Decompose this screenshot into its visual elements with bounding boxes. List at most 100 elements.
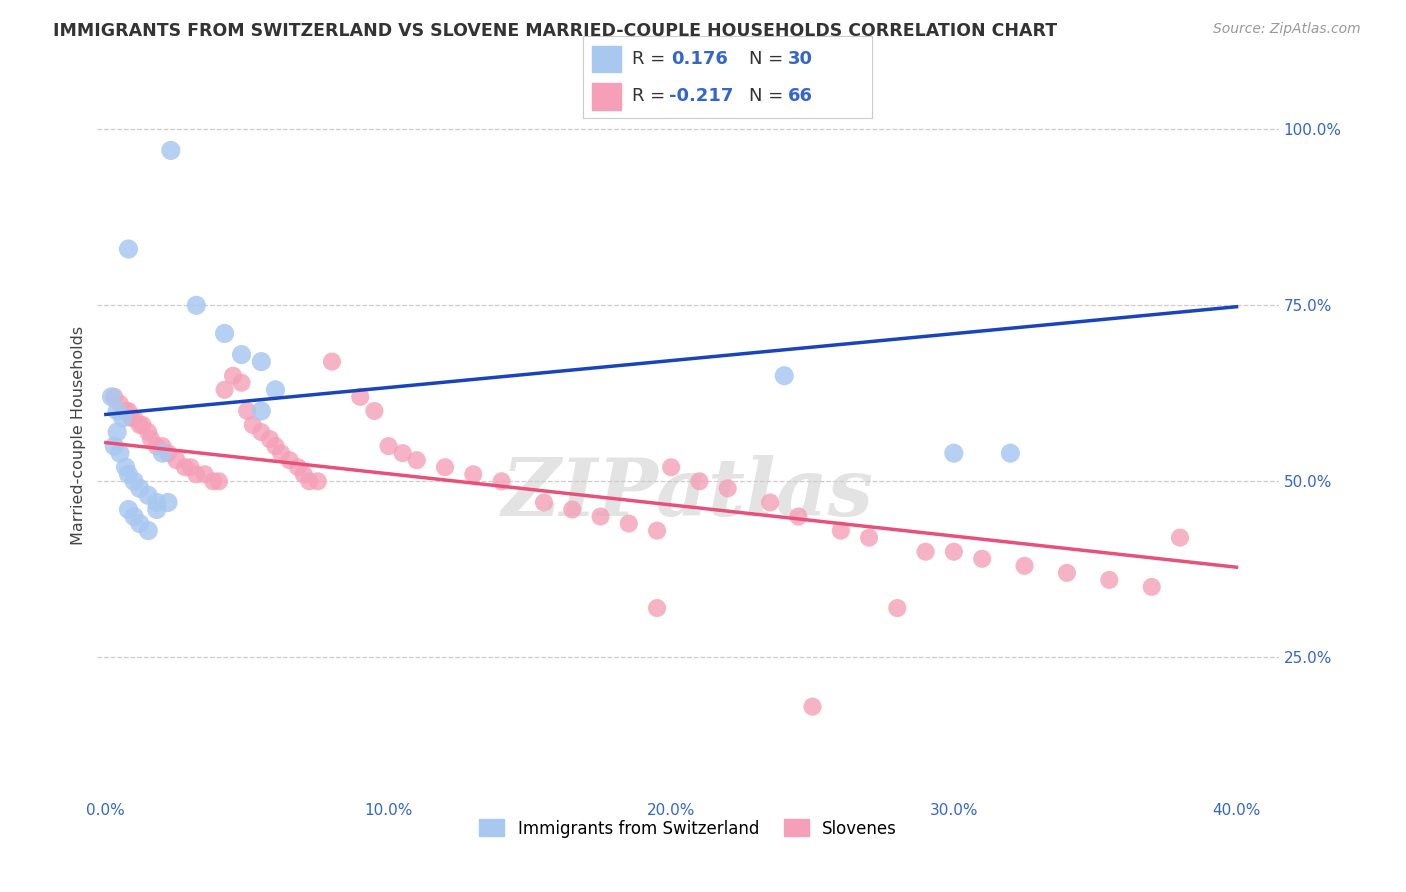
Text: R =: R =: [633, 50, 672, 68]
Point: [972, 551, 994, 566]
Point: [617, 516, 640, 531]
Point: [145, 495, 167, 509]
Point: [117, 502, 139, 516]
Text: 0.176: 0.176: [672, 50, 728, 68]
Point: [589, 509, 612, 524]
Legend: Immigrants from Switzerland, Slovenes: Immigrants from Switzerland, Slovenes: [472, 813, 904, 844]
Point: [264, 383, 287, 397]
Point: [136, 425, 159, 439]
Text: N =: N =: [749, 87, 789, 105]
Point: [114, 404, 136, 418]
Point: [214, 326, 236, 341]
Point: [801, 699, 824, 714]
Point: [194, 467, 217, 482]
Point: [166, 453, 188, 467]
Point: [108, 446, 131, 460]
Point: [117, 404, 139, 418]
Text: -0.217: -0.217: [668, 87, 733, 105]
Point: [214, 383, 236, 397]
Point: [321, 354, 343, 368]
Text: IMMIGRANTS FROM SWITZERLAND VS SLOVENE MARRIED-COUPLE HOUSEHOLDS CORRELATION CHA: IMMIGRANTS FROM SWITZERLAND VS SLOVENE M…: [53, 22, 1057, 40]
Point: [250, 354, 273, 368]
Point: [391, 446, 413, 460]
Point: [717, 481, 740, 495]
Point: [278, 453, 301, 467]
Point: [236, 404, 259, 418]
Point: [160, 144, 183, 158]
Point: [202, 475, 225, 489]
Point: [105, 425, 128, 439]
Point: [264, 439, 287, 453]
Point: [259, 432, 281, 446]
Point: [157, 495, 180, 509]
Point: [773, 368, 796, 383]
Point: [174, 460, 197, 475]
Text: ZIPatlas: ZIPatlas: [502, 455, 875, 533]
Point: [787, 509, 810, 524]
Text: 66: 66: [789, 87, 813, 105]
Point: [1168, 531, 1191, 545]
Point: [561, 502, 583, 516]
Point: [122, 475, 145, 489]
Point: [1000, 446, 1022, 460]
Point: [111, 411, 134, 425]
Point: [942, 446, 965, 460]
Point: [108, 397, 131, 411]
Point: [1014, 558, 1036, 573]
Point: [100, 390, 122, 404]
Point: [1098, 573, 1121, 587]
Point: [103, 390, 125, 404]
Point: [491, 475, 513, 489]
Point: [136, 488, 159, 502]
Point: [222, 368, 245, 383]
Point: [150, 439, 173, 453]
Point: [103, 439, 125, 453]
Point: [157, 446, 180, 460]
Point: [136, 524, 159, 538]
Y-axis label: Married-couple Households: Married-couple Households: [72, 326, 86, 545]
Text: 30: 30: [789, 50, 813, 68]
Point: [1056, 566, 1078, 580]
Point: [139, 432, 162, 446]
Point: [292, 467, 315, 482]
Point: [377, 439, 399, 453]
Point: [117, 242, 139, 256]
Point: [117, 467, 139, 482]
Point: [231, 348, 253, 362]
Point: [131, 417, 153, 432]
Point: [434, 460, 457, 475]
Text: Source: ZipAtlas.com: Source: ZipAtlas.com: [1213, 22, 1361, 37]
Point: [186, 467, 208, 482]
Point: [128, 516, 150, 531]
Point: [287, 460, 309, 475]
Point: [120, 411, 142, 425]
Point: [830, 524, 852, 538]
Point: [145, 439, 167, 453]
Point: [186, 298, 208, 312]
Point: [250, 404, 273, 418]
Point: [914, 545, 936, 559]
Point: [858, 531, 880, 545]
Point: [659, 460, 682, 475]
Point: [533, 495, 555, 509]
Point: [145, 502, 167, 516]
Point: [270, 446, 292, 460]
Point: [122, 509, 145, 524]
Point: [150, 446, 173, 460]
Point: [128, 417, 150, 432]
Point: [645, 524, 668, 538]
Bar: [592, 45, 621, 71]
Point: [105, 404, 128, 418]
Point: [128, 481, 150, 495]
Point: [208, 475, 231, 489]
Point: [645, 601, 668, 615]
Point: [349, 390, 371, 404]
Point: [405, 453, 427, 467]
Point: [114, 460, 136, 475]
Point: [250, 425, 273, 439]
Point: [231, 376, 253, 390]
Text: R =: R =: [633, 87, 672, 105]
Point: [688, 475, 710, 489]
Point: [122, 411, 145, 425]
Point: [242, 417, 264, 432]
